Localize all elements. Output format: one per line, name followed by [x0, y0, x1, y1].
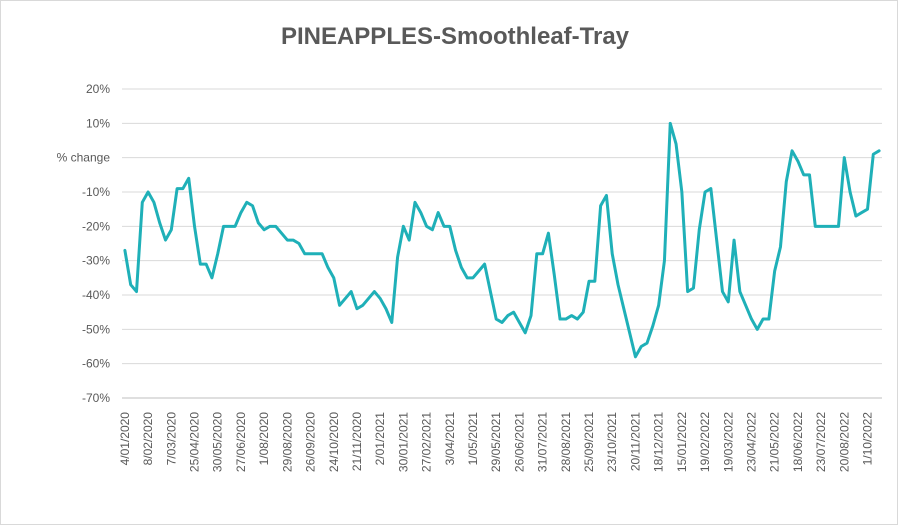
x-tick-label: 20/11/2021	[628, 412, 642, 471]
x-tick-label: 25/04/2020	[188, 412, 202, 472]
x-tick-label: 23/10/2021	[605, 412, 619, 472]
x-tick-label: 29/08/2020	[280, 412, 294, 472]
x-tick-label: 30/01/2021	[396, 412, 410, 472]
y-tick-label: 20%	[86, 82, 110, 96]
x-tick-label: 18/06/2022	[791, 412, 805, 472]
y-tick-label: -60%	[82, 357, 110, 371]
x-tick-label: 25/09/2021	[582, 412, 596, 472]
x-tick-label: 19/03/2022	[721, 412, 735, 472]
x-tick-label: 8/02/2020	[141, 412, 155, 466]
data-line	[123, 121, 881, 359]
x-tick-label: 24/10/2020	[327, 412, 341, 472]
x-tick-label: 2/01/2021	[373, 412, 387, 466]
x-tick-label: 30/05/2020	[211, 412, 225, 472]
x-tick-label: 1/08/2020	[257, 412, 271, 466]
x-tick-label: 26/09/2020	[304, 412, 318, 472]
x-tick-label: 27/06/2020	[234, 412, 248, 472]
x-tick-label: 18/12/2021	[652, 412, 666, 472]
x-tick-label: 28/08/2021	[559, 412, 573, 472]
y-tick-label: -40%	[82, 288, 110, 302]
x-tick-label: 7/03/2020	[164, 412, 178, 466]
y-tick-label: -70%	[82, 391, 110, 405]
y-tick-label: % change	[57, 151, 111, 165]
x-tick-label: 27/02/2021	[420, 412, 434, 472]
x-tick-label: 19/02/2022	[698, 412, 712, 472]
x-tick-label: 31/07/2021	[536, 412, 550, 472]
x-tick-label: 26/06/2021	[512, 412, 526, 472]
y-tick-label: -20%	[82, 219, 110, 233]
x-tick-label: 23/04/2022	[744, 412, 758, 472]
y-tick-label: 10%	[86, 116, 110, 130]
y-tick-label: -30%	[82, 254, 110, 268]
y-tick-label: -50%	[82, 322, 110, 336]
chart-title: PINEAPPLES-Smoothleaf-Tray	[281, 23, 630, 50]
x-tick-label: 3/04/2021	[443, 412, 457, 466]
x-tick-label: 20/08/2022	[837, 412, 851, 472]
x-tick-label: 29/05/2021	[489, 412, 503, 472]
x-tick-label: 1/05/2021	[466, 412, 480, 466]
x-tick-label: 21/11/2020	[350, 412, 364, 471]
y-tick-label: -10%	[82, 185, 110, 199]
x-tick-label: 1/10/2022	[860, 412, 874, 466]
x-tick-label: 23/07/2022	[814, 412, 828, 472]
x-tick-label: 15/01/2022	[675, 412, 689, 472]
x-tick-label: 4/01/2020	[118, 412, 132, 466]
x-tick-label: 21/05/2022	[768, 412, 782, 472]
